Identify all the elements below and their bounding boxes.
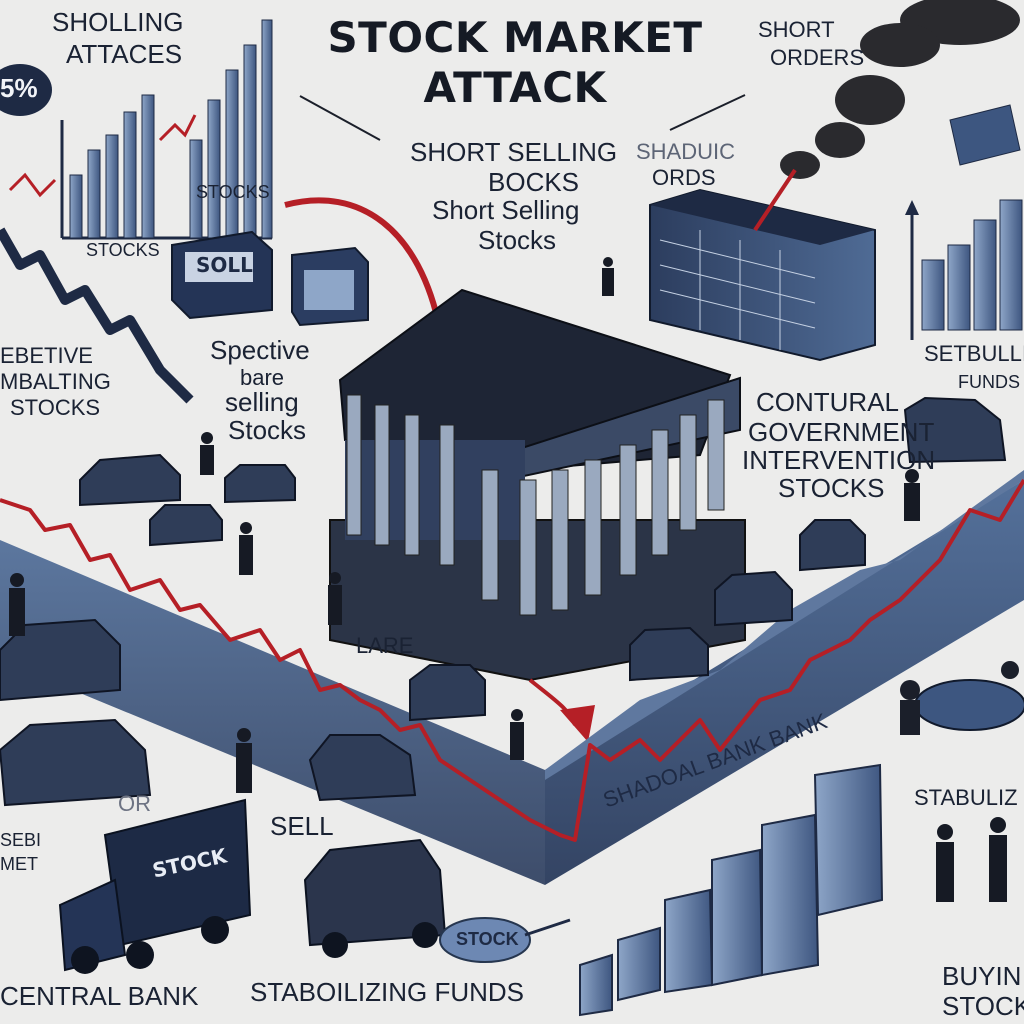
label-central-bank: CENTRAL BANK xyxy=(0,981,199,1011)
label-stocks-left: STOCKS xyxy=(10,395,101,420)
chart-bar xyxy=(105,134,119,239)
falling-trend-arrow xyxy=(0,227,194,404)
label-shaduic: SHADUIC xyxy=(636,139,736,164)
label-sell: SELL xyxy=(270,811,334,841)
chart-bar xyxy=(69,174,83,239)
chart-bar xyxy=(225,69,239,239)
stock-exchange-building xyxy=(329,288,746,682)
smoke-cloud xyxy=(780,0,1020,179)
label-bare: bare xyxy=(240,365,285,390)
label-bocks: BOCKS xyxy=(488,167,580,197)
chart-bar xyxy=(947,244,971,331)
chart-bar xyxy=(207,99,221,239)
label-spective: Spective xyxy=(210,335,310,365)
market-wall xyxy=(0,470,1024,885)
crash-line xyxy=(0,478,1024,842)
chart-bar xyxy=(261,19,273,239)
covered-cart xyxy=(303,838,447,958)
chart-bar xyxy=(921,259,945,331)
label-selling: selling xyxy=(225,387,299,417)
stock-bag xyxy=(439,917,531,963)
label-stocks-a: STOCKS xyxy=(196,182,270,202)
label-short: SHORT xyxy=(758,17,835,42)
label-sholling: SHOLLING xyxy=(52,7,184,37)
chart-bar xyxy=(141,94,155,239)
stock-truck xyxy=(58,798,252,974)
chart-bar xyxy=(189,139,203,239)
bag-tag: STOCK xyxy=(456,929,519,949)
label-setbulli: SETBULLI xyxy=(924,341,1024,366)
chart-bar xyxy=(243,44,257,239)
label-buying-stocks: STOCKS xyxy=(942,991,1024,1021)
chart-bar xyxy=(87,149,101,239)
label-ebetive: EBETIVE xyxy=(0,343,93,368)
right-bar-chart xyxy=(905,199,1023,340)
label-sebi: SEBI xyxy=(0,830,42,850)
page-title-line2: ATTACK xyxy=(423,63,607,112)
label-stabilizing-funds: STABOILIZING FUNDS xyxy=(250,977,524,1007)
label-funds-right: FUNDS xyxy=(958,372,1020,392)
meeting-table xyxy=(900,661,1024,735)
label-government: GOVERNMENT xyxy=(748,417,935,447)
sell-box xyxy=(171,230,273,320)
attack-arrow xyxy=(284,197,443,331)
chart-bar xyxy=(999,199,1023,331)
label-intervention: INTERVENTION xyxy=(742,445,936,475)
label-stocks-spec: Stocks xyxy=(228,415,307,445)
label-stabuliz: STABULIZ xyxy=(914,785,1018,810)
percent-label: 5% xyxy=(0,73,38,103)
sell-box-tag: SOLL xyxy=(196,253,253,277)
label-stocks-center: Stocks xyxy=(478,225,557,255)
label-met: MET xyxy=(0,854,38,874)
stock-box xyxy=(291,246,369,327)
percent-badge xyxy=(0,64,52,116)
label-stocks-govt: STOCKS xyxy=(778,473,885,503)
label-stocks-b: STOCKS xyxy=(86,240,160,260)
label-ords: ORDS xyxy=(652,165,716,190)
label-orders: ORDERS xyxy=(770,45,865,70)
label-contural: CONTURAL xyxy=(756,387,900,417)
label-lare: LARE xyxy=(356,633,414,658)
label-short-selling: SHORT SELLING xyxy=(410,137,618,167)
label-mbalting: MBALTING xyxy=(0,369,111,394)
label-short-selling-2: Short Selling xyxy=(432,195,580,225)
rising-bar-chart xyxy=(579,763,884,1017)
label-attaces: ATTACES xyxy=(66,39,183,69)
chart-bar xyxy=(973,219,997,331)
label-or: OR xyxy=(118,791,151,816)
cars xyxy=(0,396,1007,807)
page-title-line1: STOCK MARKET xyxy=(327,13,703,62)
chart-bar xyxy=(123,111,137,239)
label-buyin: BUYIN xyxy=(942,961,1022,991)
people xyxy=(9,257,1007,902)
